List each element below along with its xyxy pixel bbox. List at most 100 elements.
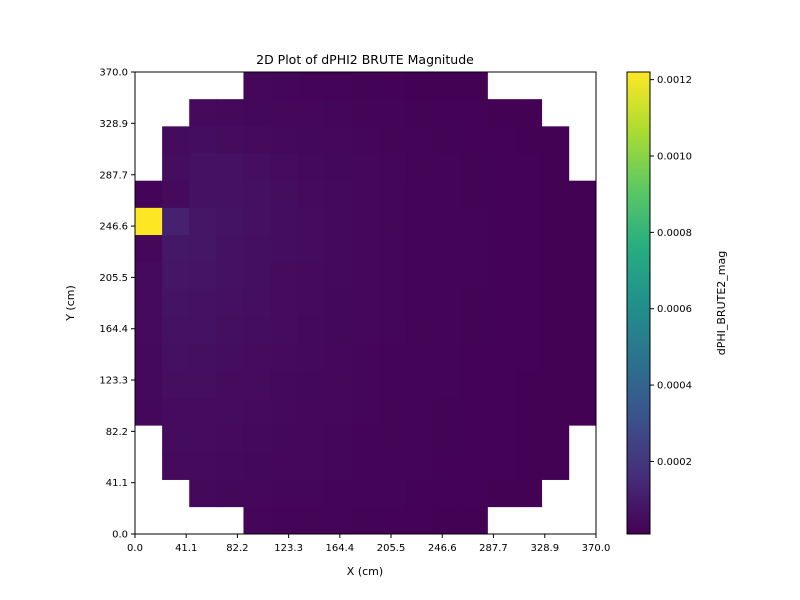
heatmap-cell xyxy=(351,289,380,317)
heatmap-cell xyxy=(487,126,515,154)
heatmap-cell xyxy=(406,262,434,290)
heatmap-cell xyxy=(379,289,407,317)
y-tick-label: 0.0 xyxy=(112,530,128,541)
heatmap-cell xyxy=(460,425,488,453)
x-tick-label: 0.0 xyxy=(127,543,143,554)
heatmap-cell xyxy=(433,262,461,290)
heatmap-cell xyxy=(297,506,326,535)
heatmap-cell xyxy=(189,180,217,209)
heatmap-cell xyxy=(514,153,543,182)
heatmap-cell xyxy=(514,235,543,263)
heatmap-cell xyxy=(541,425,570,453)
heatmap-cell xyxy=(216,262,244,290)
heatmap-cell xyxy=(460,126,488,154)
heatmap-cell xyxy=(487,207,515,236)
y-tick-label: 287.7 xyxy=(99,170,128,181)
heatmap-cell xyxy=(270,235,299,263)
colorbar-tick-label: 0.0008 xyxy=(657,228,692,239)
heatmap-cell xyxy=(568,398,597,426)
heatmap-cell xyxy=(270,262,299,290)
heatmap-cell xyxy=(433,72,461,100)
heatmap-cell xyxy=(568,235,597,263)
heatmap-cell xyxy=(324,506,353,535)
heatmap-cell xyxy=(351,425,380,453)
heatmap-cell xyxy=(351,398,380,426)
heatmap-cell xyxy=(135,207,163,236)
heatmap-cell xyxy=(216,370,244,399)
heatmap-cell xyxy=(406,126,434,154)
heatmap-cell xyxy=(406,289,434,317)
heatmap-cell xyxy=(568,343,597,372)
heatmap-cell xyxy=(297,479,326,508)
x-tick-label: 370.0 xyxy=(582,543,611,554)
heatmap-cell xyxy=(162,452,190,480)
y-axis-label: Y (cm) xyxy=(64,285,77,322)
heatmap-cell xyxy=(216,99,244,127)
heatmap-cell xyxy=(379,370,407,399)
colorbar-tick-label: 0.0010 xyxy=(657,152,692,163)
heatmap-cell xyxy=(297,425,326,453)
heatmap-cell xyxy=(189,316,217,345)
heatmap-cell xyxy=(324,398,353,426)
heatmap-cell xyxy=(433,126,461,154)
heatmap-cell xyxy=(406,343,434,372)
plot-frame xyxy=(134,71,597,535)
heatmap-cell xyxy=(433,289,461,317)
heatmap-cell xyxy=(514,452,543,480)
heatmap-cell xyxy=(297,153,326,182)
heatmap-cell xyxy=(433,398,461,426)
heatmap-cell xyxy=(351,370,380,399)
colorbar-ticks: 0.0002 0.0004 0.0006 0.0008 0.0010 0.0012 xyxy=(650,75,692,468)
heatmap-cell xyxy=(487,398,515,426)
heatmap-cell xyxy=(514,126,543,154)
heatmap-cell xyxy=(189,126,217,154)
heatmap-cell xyxy=(270,99,299,127)
heatmap-cell xyxy=(270,398,299,426)
heatmap-cell xyxy=(541,370,570,399)
heatmap-cell xyxy=(487,370,515,399)
heatmap-cell xyxy=(243,180,271,209)
heatmap-cell xyxy=(162,343,190,372)
heatmap-cell xyxy=(433,452,461,480)
heatmap-cell xyxy=(379,207,407,236)
heatmap-cell xyxy=(433,180,461,209)
heatmap-cells xyxy=(135,72,597,535)
heatmap-cell xyxy=(162,153,190,182)
heatmap-cell xyxy=(135,316,163,345)
heatmap-cell xyxy=(487,153,515,182)
heatmap-cell xyxy=(135,235,163,263)
heatmap-cell xyxy=(460,343,488,372)
y-tick-label: 205.5 xyxy=(99,273,128,284)
heatmap-cell xyxy=(351,72,380,100)
heatmap-cell xyxy=(460,479,488,508)
x-tick-label: 205.5 xyxy=(377,543,406,554)
heatmap-cell xyxy=(216,316,244,345)
heatmap-cell xyxy=(189,262,217,290)
heatmap-cell xyxy=(324,316,353,345)
heatmap-cell xyxy=(270,452,299,480)
colorbar-label: dPHI_BRUTE2_mag xyxy=(715,251,728,355)
heatmap-cell xyxy=(460,370,488,399)
heatmap-cell xyxy=(189,289,217,317)
heatmap-cell xyxy=(379,479,407,508)
heatmap-cell xyxy=(460,262,488,290)
heatmap-cell xyxy=(351,126,380,154)
heatmap-cell xyxy=(216,398,244,426)
heatmap-cell xyxy=(243,316,271,345)
heatmap-cell xyxy=(379,180,407,209)
heatmap-cell xyxy=(379,452,407,480)
heatmap-cell xyxy=(541,207,570,236)
chart-title: 2D Plot of dPHI2 BRUTE Magnitude xyxy=(256,52,474,67)
heatmap-cell xyxy=(406,506,434,535)
heatmap-cell xyxy=(189,452,217,480)
heatmap-cell xyxy=(297,72,326,100)
heatmap-cell xyxy=(270,506,299,535)
heatmap-cell xyxy=(324,126,353,154)
heatmap-cell xyxy=(568,289,597,317)
heatmap-cell xyxy=(189,425,217,453)
heatmap-cell xyxy=(406,99,434,127)
heatmap-cell xyxy=(216,207,244,236)
heatmap-cell xyxy=(487,425,515,453)
heatmap-cell xyxy=(189,99,217,127)
heatmap-cell xyxy=(270,425,299,453)
